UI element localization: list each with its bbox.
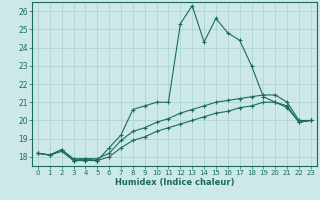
X-axis label: Humidex (Indice chaleur): Humidex (Indice chaleur): [115, 178, 234, 187]
